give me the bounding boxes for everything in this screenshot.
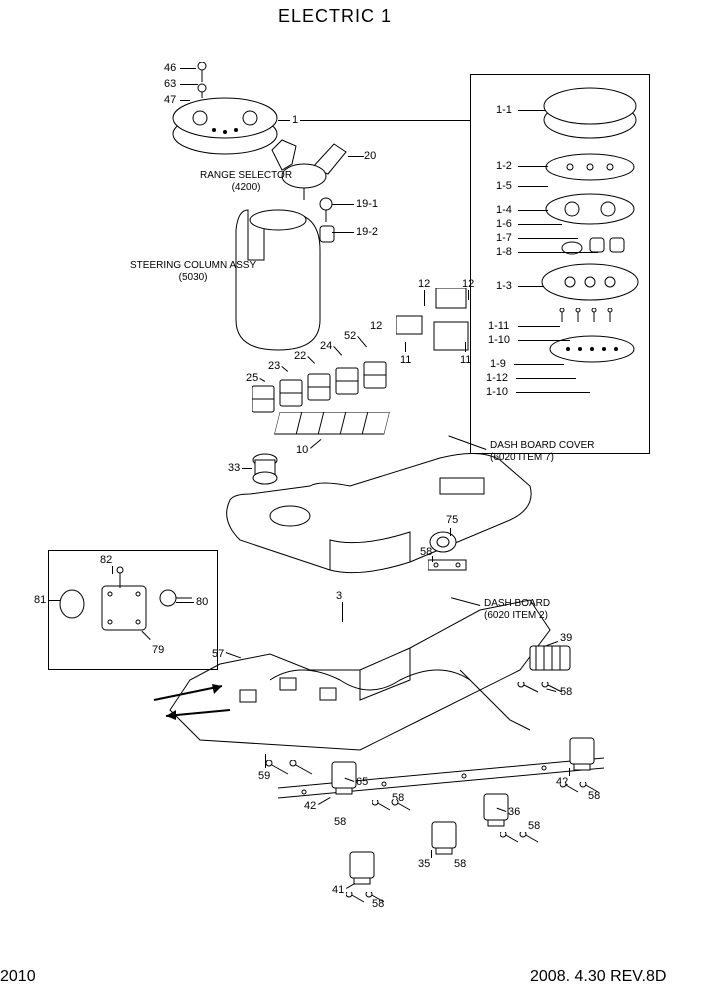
callout-11b: 11 [460,354,471,367]
callout-1-9: 1-9 [490,358,506,371]
callout-1-4: 1-4 [496,204,512,217]
footer-right: 2008. 4.30 REV.8D [530,968,666,986]
part-1-2 [544,152,636,182]
callout-1: 1 [292,114,298,127]
callout-41: 41 [332,884,344,897]
part-41-relay [346,850,378,888]
callout-1-10a: 1-10 [488,334,510,347]
part-1-9-12 [548,334,636,364]
part-1-3 [540,262,640,302]
part-rail-bolts [266,760,316,784]
callout-58g: 58 [454,858,466,871]
callout-80: 80 [196,596,208,609]
part-58e-screws [560,782,600,796]
part-35-relay [428,820,460,858]
callout-1-1: 1-1 [496,104,512,117]
callout-1-8: 1-8 [496,246,512,259]
part-42b-relay [566,736,598,774]
part-1-1 [540,84,640,140]
part-39 [526,640,576,676]
callout-81: 81 [34,594,46,607]
callout-20: 20 [364,150,376,163]
callout-36: 36 [508,806,520,819]
callout-39: 39 [560,632,572,645]
callout-79: 79 [152,644,164,657]
part-1-4 [544,192,636,226]
callout-42a: 42 [304,800,316,813]
footer-left: 2010 [0,968,36,986]
callout-58d: 58 [334,816,346,829]
callout-1-2: 1-2 [496,160,512,173]
callout-1-12: 1-12 [486,372,508,385]
part-46-screw [195,62,209,98]
callout-24: 24 [320,340,332,353]
part-58a-bracket [428,558,468,574]
callout-1-7: 1-7 [496,232,512,245]
callout-12a: 12 [370,320,382,333]
callout-63: 63 [164,78,176,91]
callout-19-2: 19-2 [356,226,378,239]
callout-82: 82 [100,554,112,567]
callout-1-10b: 1-10 [486,386,508,399]
callout-1-5: 1-5 [496,180,512,193]
callout-46: 46 [164,62,176,75]
callout-52: 52 [344,330,356,343]
callout-35: 35 [418,858,430,871]
callout-1-3: 1-3 [496,280,512,293]
part-1-screws [556,308,636,326]
label-dashboard-cover: DASH BOARD COVER (6020 ITEM 7) [490,440,594,464]
page-title: ELECTRIC 1 [278,6,392,27]
callout-58b: 58 [560,686,572,699]
callout-47: 47 [164,94,176,107]
callout-1-11: 1-11 [488,320,509,333]
part-75 [428,530,458,554]
callout-19-1: 19-1 [356,198,378,211]
part-79-82 [58,566,208,656]
callout-23: 23 [268,360,280,373]
part-58h-screws [346,892,386,906]
callout-1-6: 1-6 [496,218,512,231]
part-58b-screws [516,682,566,698]
label-steering-column: STEERING COLUMN ASSY (5030) [130,260,256,284]
part-58c-screws [372,800,412,814]
label-dashboard: DASH BOARD (6020 ITEM 2) [484,598,550,622]
arrow-to-main [152,680,242,720]
callout-11a: 11 [400,354,411,367]
callout-75: 75 [446,514,458,527]
part-58f-screws [500,832,540,846]
callout-58a: 58 [420,546,432,559]
part-11-12-frames [396,288,476,358]
callout-65: 65 [356,776,368,789]
callout-22: 22 [294,350,306,363]
label-range-selector: RANGE SELECTOR (4200) [200,170,292,194]
callout-25: 25 [246,372,258,385]
